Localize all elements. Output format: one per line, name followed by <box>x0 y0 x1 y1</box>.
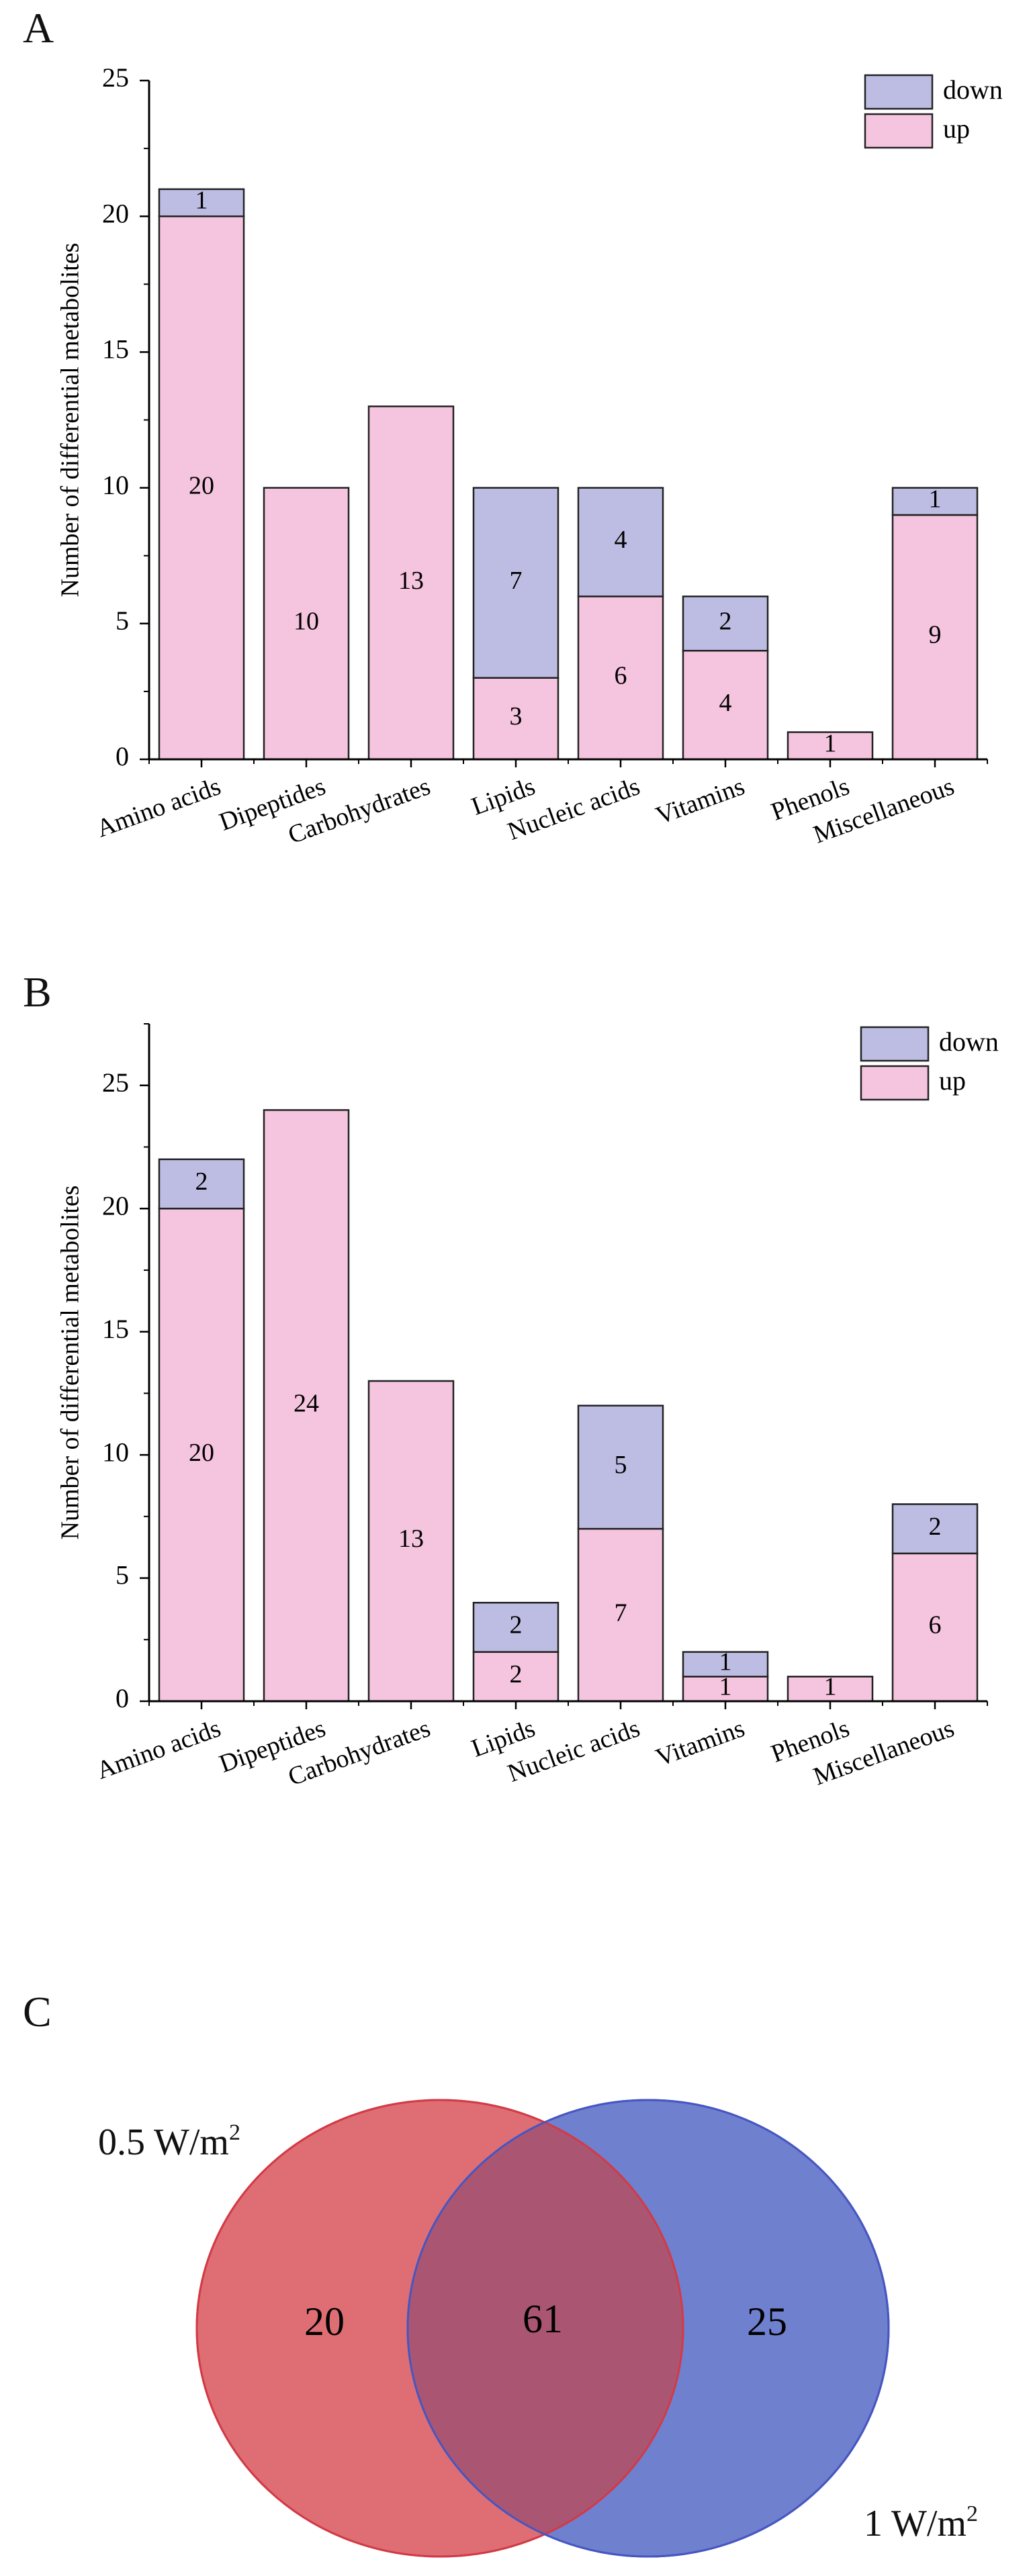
y-tick-label-5: 25 <box>102 1067 129 1098</box>
y-tick-label-0: 0 <box>116 741 129 771</box>
bar-up-label-1: 24 <box>294 1389 319 1417</box>
bar-up-label-4: 6 <box>615 661 627 689</box>
y-tick-label-4: 20 <box>102 198 129 228</box>
x-tick-label-5: Vitamins <box>652 772 748 830</box>
venn-overlap-region <box>408 2100 683 2557</box>
bar-down-0 <box>158 188 245 218</box>
x-tick-label-5: Vitamins <box>652 1714 748 1772</box>
bar-up-label-2: 13 <box>398 567 424 595</box>
bar-up-7 <box>891 514 979 761</box>
bar-up-2 <box>367 406 455 761</box>
y-tick-label-2: 10 <box>102 470 129 500</box>
panel-label-a: A <box>23 4 54 52</box>
bar-up-label-7: 9 <box>929 621 942 649</box>
y-tick-label-1: 5 <box>116 1560 129 1590</box>
bar-down-4 <box>577 1404 664 1530</box>
bar-down-4 <box>577 487 664 598</box>
bar-down-0 <box>158 1158 245 1210</box>
bar-up-4 <box>577 1527 664 1703</box>
legend-label-down: down <box>943 75 1003 105</box>
panel-label-b: B <box>23 968 52 1016</box>
bar-down-label-4: 5 <box>615 1451 627 1479</box>
bar-up-label-2: 13 <box>398 1525 424 1553</box>
panel-label-c: C <box>23 1988 52 2036</box>
bar-down-5 <box>682 1651 769 1678</box>
y-tick-label-1: 5 <box>116 606 129 636</box>
bar-down-5 <box>682 595 769 652</box>
bar-down-label-3: 2 <box>510 1611 523 1639</box>
bar-down-label-7: 2 <box>929 1513 942 1541</box>
venn-right-label: 1 W/m2 <box>864 2501 978 2544</box>
bar-down-label-4: 4 <box>615 526 627 554</box>
x-tick-label-0: Amino acids <box>93 1714 224 1785</box>
bar-down-label-5: 2 <box>719 608 732 636</box>
y-tick-label-3: 15 <box>102 334 129 365</box>
bar-down-label-0: 2 <box>195 1167 208 1196</box>
legend-swatch-up <box>864 113 934 149</box>
bar-down-3 <box>472 1601 559 1653</box>
legend-swatch-down <box>860 1026 930 1062</box>
bar-up-2 <box>367 1380 455 1703</box>
bar-down-label-3: 7 <box>510 567 523 595</box>
venn-right-count: 25 <box>747 2299 787 2344</box>
venn-left-count: 20 <box>304 2299 345 2344</box>
venn-diagram: 20 61 25 <box>195 2099 890 2558</box>
legend-label-up: up <box>943 113 970 144</box>
bar-up-label-5: 1 <box>719 1672 732 1701</box>
bar-up-label-6: 1 <box>824 729 837 757</box>
venn-left-label-superscript: 2 <box>228 2120 240 2145</box>
bar-down-7 <box>891 487 979 516</box>
bar-up-label-5: 4 <box>719 689 732 717</box>
y-tick-label-0: 0 <box>116 1683 129 1713</box>
bar-up-label-0: 20 <box>189 1439 214 1467</box>
y-tick-label-4: 20 <box>102 1190 129 1221</box>
venn-right-label-superscript: 2 <box>966 2501 978 2526</box>
venn-circle-left-outline <box>195 2099 684 2558</box>
bar-up-1 <box>263 1109 350 1703</box>
bar-up-label-4: 7 <box>615 1599 627 1627</box>
venn-left-label: 0.5 W/m2 <box>98 2120 240 2163</box>
bar-up-0 <box>158 1207 245 1703</box>
bar-up-label-6: 1 <box>824 1672 837 1701</box>
bar-up-label-1: 10 <box>294 608 319 636</box>
legend-swatch-up <box>860 1065 930 1101</box>
legend-swatch-down <box>864 74 934 110</box>
bar-down-label-7: 1 <box>929 485 942 514</box>
bar-up-3 <box>472 677 559 761</box>
venn-right-label-text: 1 W/m <box>864 2503 967 2544</box>
venn-overlap-count: 61 <box>523 2297 563 2341</box>
y-tick-label-2: 10 <box>102 1437 129 1467</box>
bar-up-6 <box>787 1676 874 1703</box>
bar-down-label-5: 1 <box>719 1648 732 1676</box>
y-axis-label: Number of differential metabolites <box>56 243 85 598</box>
bar-up-label-7: 6 <box>929 1611 942 1639</box>
bar-down-3 <box>472 487 559 679</box>
bar-down-label-0: 1 <box>195 187 208 215</box>
x-tick-label-0: Amino acids <box>93 772 224 843</box>
y-tick-label-5: 25 <box>102 62 129 93</box>
bar-down-7 <box>891 1503 979 1555</box>
y-tick-label-3: 15 <box>102 1314 129 1344</box>
bar-up-label-3: 2 <box>510 1660 523 1688</box>
venn-left-label-text: 0.5 W/m <box>98 2121 229 2163</box>
legend-label-down: down <box>939 1027 999 1057</box>
legend-label-up: up <box>939 1065 966 1096</box>
bar-up-4 <box>577 595 664 761</box>
bar-up-label-3: 3 <box>510 702 523 730</box>
venn-circle-right-outline <box>406 2099 890 2558</box>
bar-up-7 <box>891 1552 979 1703</box>
y-axis-label: Number of differential metabolites <box>56 1186 85 1540</box>
bar-up-0 <box>158 215 245 761</box>
bar-up-label-0: 20 <box>189 471 214 499</box>
